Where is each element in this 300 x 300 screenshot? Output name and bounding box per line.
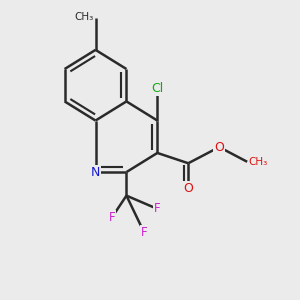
Text: O: O xyxy=(183,182,193,195)
Text: O: O xyxy=(214,141,224,154)
Text: Cl: Cl xyxy=(151,82,164,95)
Text: CH₃: CH₃ xyxy=(75,13,94,22)
Text: CH₃: CH₃ xyxy=(249,157,268,167)
Text: F: F xyxy=(141,226,147,239)
Text: F: F xyxy=(108,211,115,224)
Text: F: F xyxy=(154,202,161,215)
Text: N: N xyxy=(91,166,100,178)
